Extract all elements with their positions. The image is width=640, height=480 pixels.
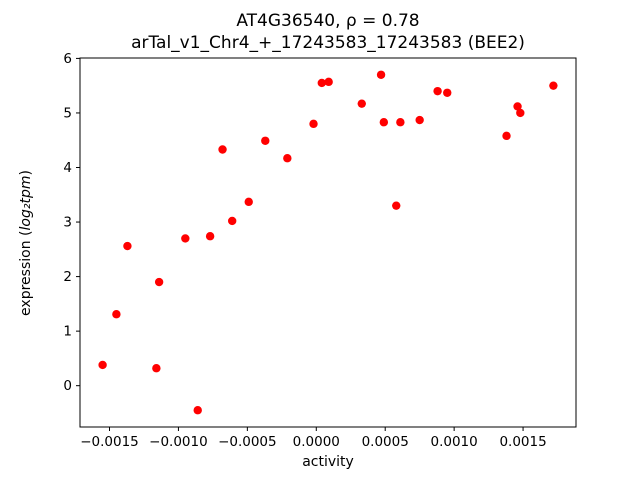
data-point [549, 81, 558, 90]
y-tick-label: 2 [63, 269, 72, 285]
y-tick-label: 0 [63, 378, 72, 394]
data-point [379, 118, 389, 127]
data-point [415, 115, 424, 125]
data-point [376, 70, 386, 79]
y-tick-label: 4 [63, 160, 72, 176]
x-tick-label: −0.0010 [149, 434, 208, 450]
data-point [112, 310, 121, 319]
data-point [154, 277, 164, 287]
y-tick-label: 6 [63, 51, 72, 67]
data-point [324, 77, 333, 87]
data-point [357, 99, 366, 108]
data-point [283, 154, 292, 163]
data-point [396, 118, 405, 127]
data-point [443, 88, 452, 97]
y-tick-label: 5 [63, 105, 72, 121]
data-point [433, 86, 442, 96]
y-tick-label: 1 [63, 324, 72, 340]
x-tick-label: −0.0005 [218, 434, 277, 450]
x-tick-label: 0.0005 [362, 434, 409, 450]
data-point [244, 197, 253, 207]
data-point [309, 119, 318, 129]
data-points [98, 70, 558, 415]
x-tick-label: −0.0015 [80, 434, 139, 450]
y-axis-label-math: log₂tpm [18, 176, 34, 231]
data-point [392, 201, 401, 210]
chart-title-line2: arTal_v1_Chr4_+_17243583_17243583 (BEE2) [131, 33, 525, 53]
data-point [513, 102, 522, 111]
data-point [502, 131, 511, 141]
y-ticks: 0 1 2 3 4 5 6 [63, 51, 80, 394]
x-ticks: −0.0015 −0.0010 −0.0005 0.0000 0.0005 0.0010 0… [80, 427, 547, 450]
x-tick-label: 0.0010 [431, 434, 478, 450]
data-point [218, 145, 227, 154]
data-point [317, 78, 326, 88]
y-axis-label: expression (log₂tpm) [18, 170, 34, 316]
plot-frame [79, 57, 577, 428]
data-point [227, 216, 237, 226]
data-point [193, 406, 202, 415]
data-point [205, 232, 215, 241]
y-axis-label-suffix: ) [18, 170, 34, 175]
x-axis-label: activity [302, 454, 354, 470]
data-point [261, 136, 270, 145]
data-point [98, 360, 107, 370]
y-tick-label: 3 [63, 215, 72, 231]
data-point [181, 234, 190, 243]
data-point [123, 241, 132, 251]
x-tick-label: 0.0015 [499, 434, 546, 450]
y-axis-label-prefix: expression ( [18, 231, 34, 316]
data-point [152, 364, 161, 373]
x-tick-label: 0.0000 [293, 434, 340, 450]
chart-title-line1: AT4G36540, ρ = 0.78 [236, 11, 419, 31]
data-point [516, 108, 525, 118]
